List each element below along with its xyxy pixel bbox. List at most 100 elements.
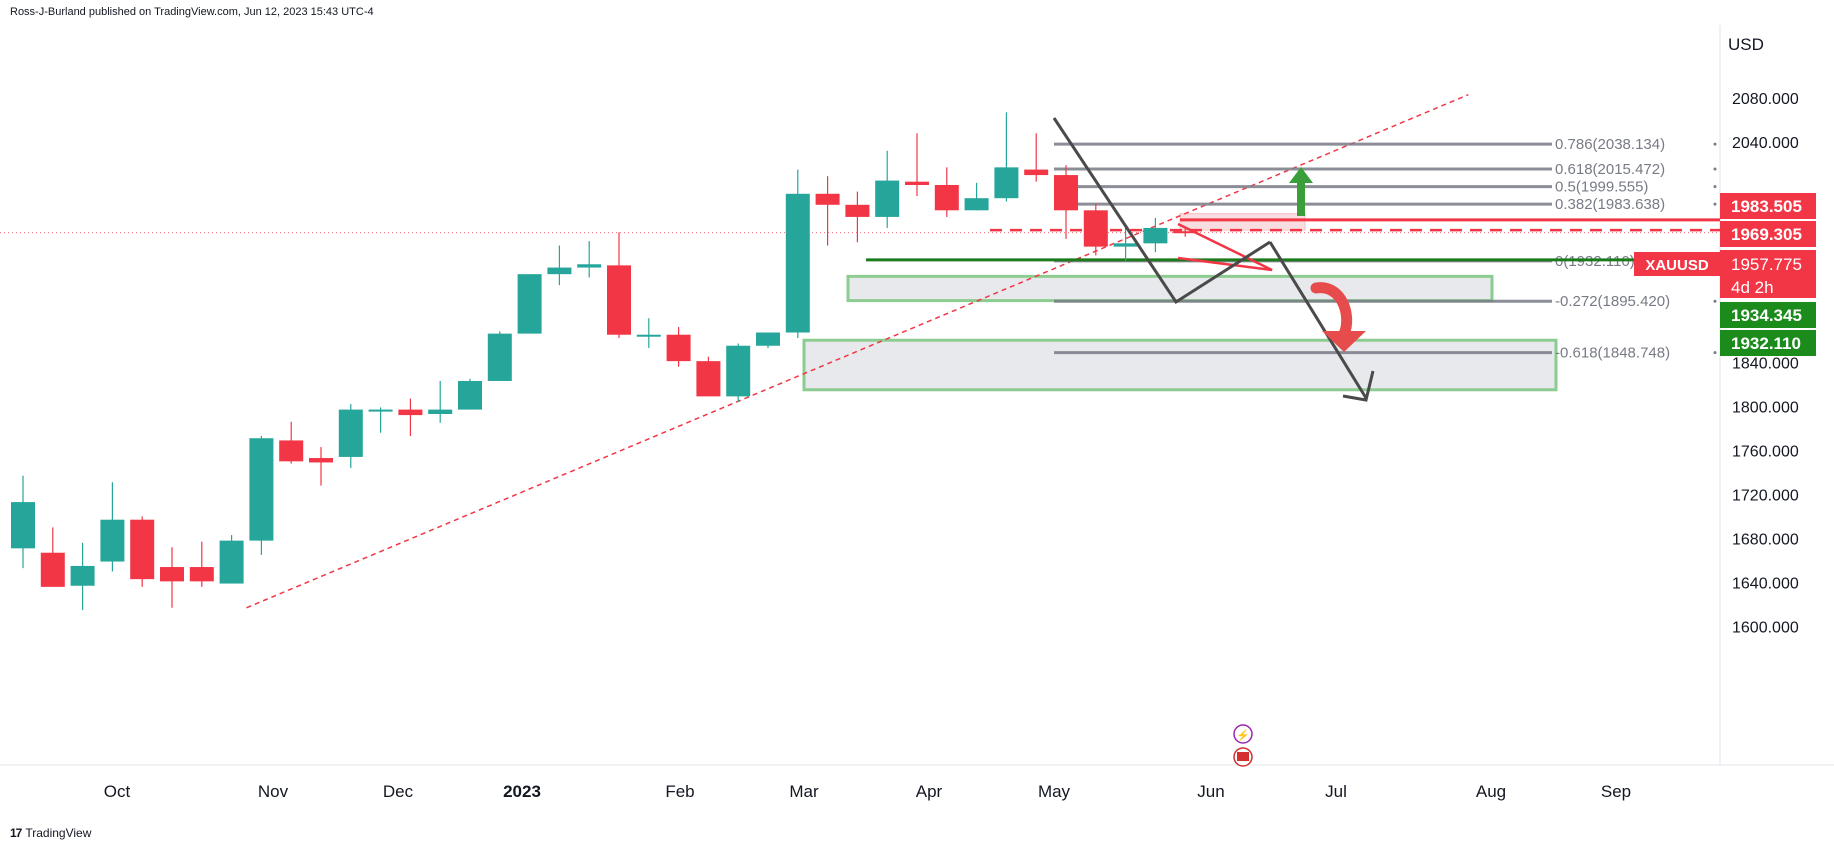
publish-header: Ross-J-Burland published on TradingView.… [10,6,374,18]
brand-name: TradingView [25,826,92,840]
candle-body[interactable] [70,565,95,586]
candle-body[interactable] [785,193,810,333]
candle-body[interactable] [845,204,870,217]
triangle-pattern [1177,222,1273,272]
price-tag-label: 1969.305 [1731,225,1802,244]
candle-body[interactable] [905,181,929,185]
candle-body[interactable] [607,265,631,335]
candle-body[interactable] [130,519,155,580]
y-tick-label: 1720.000 [1732,487,1799,504]
candle-body[interactable] [40,552,65,587]
uptrend-line [246,94,1469,609]
candle-body[interactable] [458,380,482,410]
candle-body[interactable] [994,167,1019,199]
candle-body[interactable] [338,409,363,457]
candle-body[interactable] [160,567,184,582]
x-tick-label: Dec [383,782,414,801]
x-tick-label: 2023 [503,782,541,801]
demand-zone-2 [802,338,1558,392]
fib-level-label: 0.5(1999.555) [1555,179,1648,196]
candle-body[interactable] [368,409,393,412]
current-price-tag[interactable] [1720,250,1816,298]
flag-glyph [1237,752,1249,761]
price-tag[interactable] [1720,302,1816,328]
price-tag-label: 1932.110 [1731,334,1801,353]
candle-body[interactable] [249,438,274,541]
green-up-arrow-icon [1297,182,1305,216]
candle-body[interactable] [547,267,572,275]
fib-level-label: 0.618(2015.472) [1555,161,1665,178]
candle-body[interactable] [964,198,989,211]
price-tag-label: 1983.505 [1731,197,1802,216]
price-tag-label: 1934.345 [1731,306,1802,325]
candle-body[interactable] [726,345,751,397]
lightning-event-icon[interactable] [1233,724,1253,744]
candle-body[interactable] [1173,231,1198,234]
projection-path-upper [1052,117,1271,305]
candle-body[interactable] [934,184,959,211]
bar-countdown: 4d 2h [1731,278,1774,297]
candle-body[interactable] [1054,175,1078,211]
symbol-tag[interactable] [1634,252,1720,276]
price-tag[interactable] [1720,221,1816,247]
x-tick-label: Sep [1601,782,1631,801]
y-tick-label: 1640.000 [1732,575,1799,592]
fib-level-label: -0.618(1848.748) [1555,345,1670,362]
candle-body[interactable] [875,180,900,217]
supply-box [1179,213,1306,231]
price-tag[interactable] [1720,330,1816,356]
red-curved-arrow-icon [1310,282,1353,340]
y-tick-label: 2080.000 [1732,91,1799,108]
candle-body[interactable] [487,333,512,381]
candle-body[interactable] [517,274,542,334]
current-price-value: 1957.775 [1731,255,1802,274]
x-tick-label: Jul [1325,782,1347,801]
x-tick-label: Nov [258,782,289,801]
fib-level-label: 0.382(1983.638) [1555,196,1665,213]
candle-body[interactable] [309,458,333,463]
fib-level-label: -0.272(1895.420) [1555,293,1670,310]
symbol-tag-label: XAUUSD [1645,257,1709,274]
candle-body[interactable] [666,334,691,362]
candle-body[interactable] [1083,210,1108,247]
candle-body[interactable] [696,361,721,397]
y-tick-label: 1680.000 [1732,531,1799,548]
fib-dot [1713,185,1717,189]
price-tag[interactable] [1720,193,1816,219]
candle-body[interactable] [219,540,244,584]
fib-dot [1713,202,1717,206]
candle-body[interactable] [279,440,304,462]
y-tick-label: 1800.000 [1732,399,1799,416]
candle-body[interactable] [636,334,661,337]
candle-body[interactable] [100,519,125,562]
currency-label: USD [1728,35,1764,54]
y-tick-label: 2040.000 [1732,135,1799,152]
fib-dot [1713,142,1717,146]
x-tick-label: Feb [665,782,694,801]
candle-body[interactable] [756,332,780,346]
x-tick-label: Apr [916,782,943,801]
fib-level-label: 0.786(2038.134) [1555,136,1665,153]
y-tick-label: 1760.000 [1732,443,1799,460]
candle-body[interactable] [815,193,840,205]
candle-body[interactable] [1143,227,1168,244]
tradingview-brand[interactable]: 17 TradingView [10,826,91,840]
candle-body[interactable] [1113,243,1138,247]
candle-body[interactable] [1024,169,1049,176]
demand-zone-1 [846,274,1494,303]
fib-dot [1713,299,1717,303]
candle-body[interactable] [577,264,602,268]
green-up-arrow-head-icon [1289,167,1313,183]
candle-body[interactable] [398,409,423,416]
candle-body[interactable] [428,409,453,414]
red-curved-arrow-head-icon [1322,331,1366,352]
candle-body[interactable] [11,502,35,549]
tradingview-logo-icon: 17 [10,826,22,840]
candle-body[interactable] [189,567,214,582]
projection-arrow [1268,241,1368,399]
projection-arrow-head [1342,370,1375,402]
x-tick-label: Mar [789,782,819,801]
y-tick-label: 1840.000 [1732,355,1799,372]
fib-dot [1713,351,1717,355]
